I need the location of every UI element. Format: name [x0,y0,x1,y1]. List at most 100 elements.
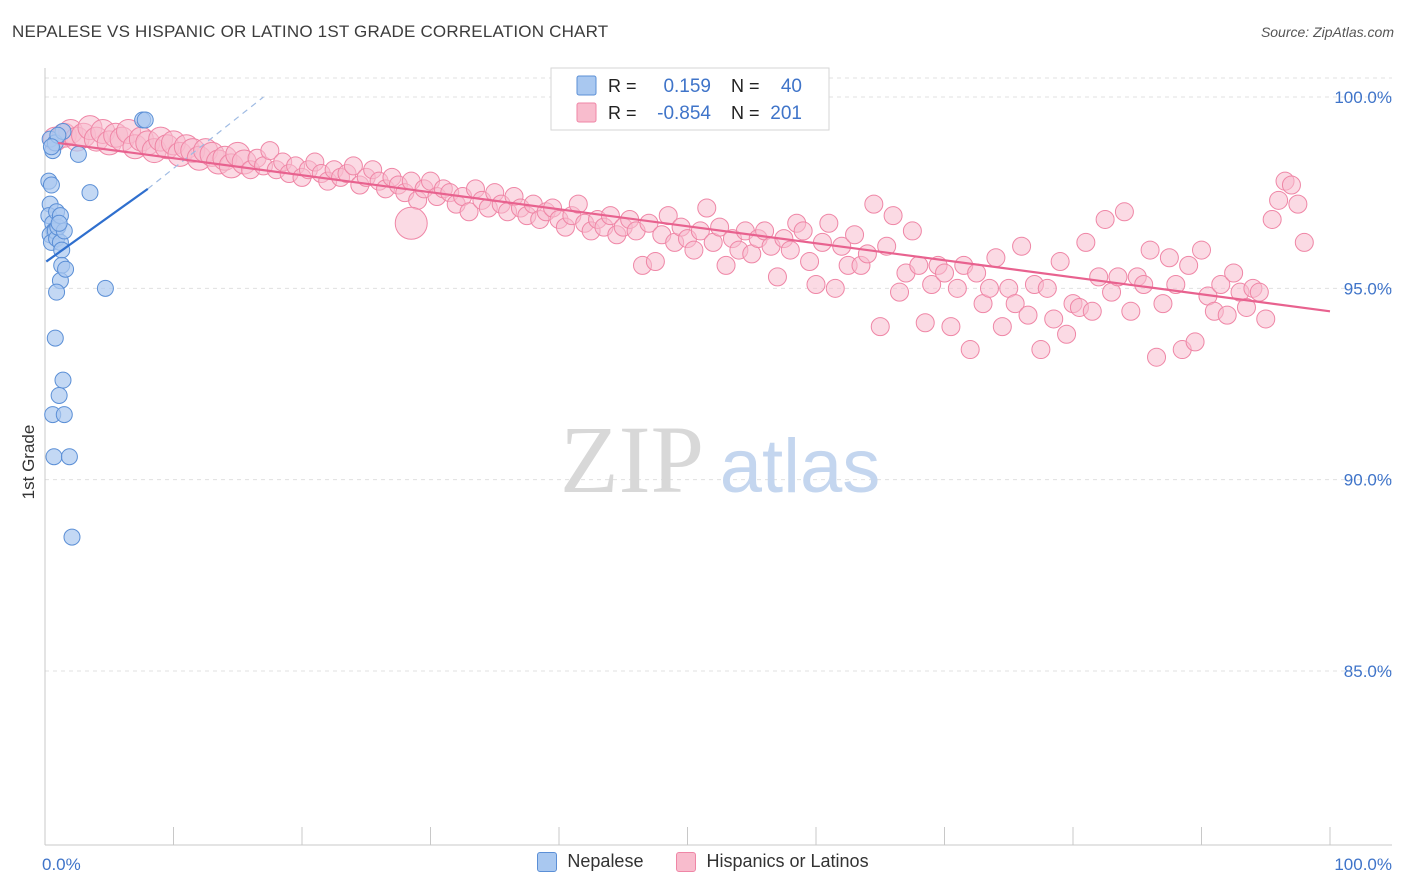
hispanics-point [716,255,736,275]
hispanics-point [915,313,935,333]
hispanics-point [459,202,479,222]
y-tick-label-2: 95.0% [1344,279,1392,298]
hispanics-point [909,255,929,275]
hispanics-point [1294,232,1314,252]
hispanics-point [967,263,987,283]
nepalese-point [54,371,72,389]
legend-swatch-nepalese [537,851,558,872]
stats-n-label-0: N = [731,76,760,96]
hispanics-point [979,278,999,298]
hispanics-point [260,141,280,161]
x-tick-label-max: 100.0% [1334,855,1392,874]
hispanics-point [902,221,922,241]
hispanics-point [1166,275,1186,295]
bottom-legend: Nepalese Hispanics or Latinos [0,851,1406,877]
hispanics-trend-line [57,141,1331,313]
nepalese-point [55,406,73,424]
hispanics-point [1108,267,1128,287]
hispanics-point [877,236,897,256]
nepalese-point [50,386,68,404]
nepalese-point [57,260,75,278]
nepalese-point [69,145,87,163]
hispanics-point [1288,194,1308,214]
stats-r-label-1: R = [608,103,637,123]
hispanics-point [1089,267,1109,287]
stats-n-value-1: 201 [770,103,802,124]
hispanics-point [1262,209,1282,229]
hispanics-point [935,263,954,283]
y-axis-label: 1st Grade [19,425,38,500]
chart-source: Source: ZipAtlas.com [1260,24,1394,40]
hispanics-point [1012,236,1032,256]
hispanics-point [1153,294,1173,314]
nepalese-point [46,329,64,347]
nepalese-point [96,279,114,297]
watermark-atlas: atlas [720,424,881,509]
hispanics-point [1269,190,1289,210]
axes [44,68,1392,846]
hispanics-point [1159,248,1179,268]
series-nepalese-points [40,111,154,546]
hispanics-point [1114,202,1134,222]
nepalese-trend-extension [147,96,264,190]
hispanics-point [825,278,845,298]
hispanics-point [922,275,942,295]
hispanics-point [992,317,1012,337]
stats-n-value-0: 40 [781,76,802,97]
hispanics-point [568,194,588,214]
hispanics-point [343,156,363,176]
nepalese-point [81,184,99,202]
hispanics-point [1179,255,1199,275]
hispanics-point [1031,340,1051,360]
stats-swatch-1 [576,102,597,123]
hispanics-point [1224,263,1244,283]
watermark-zip: ZIP [560,406,704,513]
hispanics-point [1217,305,1237,325]
hispanics-point [864,194,884,214]
y-tick-label-3: 100.0% [1334,88,1392,107]
hispanics-point [947,278,967,298]
legend-item-nepalese[interactable]: Nepalese [537,851,643,872]
hispanics-point [1211,275,1231,295]
hispanics-point [645,252,665,272]
hispanics-point [767,267,787,287]
hispanics-point [870,317,890,337]
hispanics-point [1050,252,1070,272]
hispanics-point [1185,332,1205,352]
stats-n-label-1: N = [731,103,760,123]
hispanics-point [883,206,903,226]
nepalese-point [60,448,78,466]
nepalese-point [63,528,81,546]
stats-r-value-1: -0.854 [657,103,711,124]
hispanics-point [1134,275,1154,295]
y-tick-label-0: 85.0% [1344,662,1392,681]
nepalese-point [45,448,63,466]
hispanics-point [800,252,820,272]
nepalese-point [50,214,68,232]
hispanics-point [780,240,800,260]
stats-swatch-0 [576,75,597,96]
hispanics-point [1249,282,1269,302]
legend-item-hispanics[interactable]: Hispanics or Latinos [676,851,869,872]
nepalese-point [42,176,60,194]
hispanics-point [1256,309,1276,329]
hispanics-point [1082,301,1102,321]
hispanics-point [1121,301,1141,321]
stats-legend-box [550,67,830,131]
stats-r-label-0: R = [608,76,637,96]
hispanics-point [394,206,428,240]
x-tick-label-min: 0.0% [42,855,81,874]
hispanics-point [1236,297,1256,317]
hispanics-point [1095,209,1115,229]
watermark: ZIP atlas [560,406,880,513]
x-tick-labels: 0.0% 100.0% [42,855,1392,874]
legend-label-nepalese: Nepalese [567,851,644,871]
stats-legend: R = 0.159 N = 40 R = -0.854 N = 201 [550,67,830,131]
y-tick-label-1: 90.0% [1344,471,1392,490]
trend-lines [45,96,1331,313]
hispanics-point [1044,309,1064,329]
hispanics-point [941,317,961,337]
hispanics-point [819,213,839,233]
hispanics-point [697,198,717,218]
